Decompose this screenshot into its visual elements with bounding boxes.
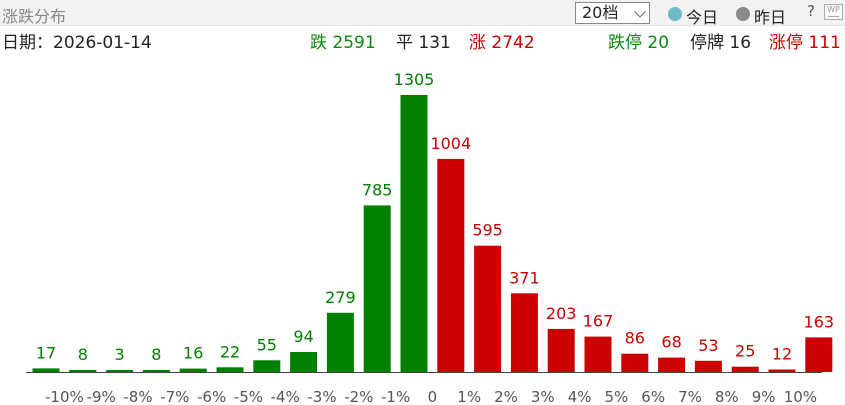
bar[interactable]: [658, 357, 686, 372]
data-label: 1004: [430, 134, 471, 153]
x-tick-label: 5%: [605, 388, 629, 405]
date-label: 日期：2026-01-14: [2, 33, 152, 53]
rise-count: 涨 2742: [469, 33, 535, 53]
suspended-count: 停牌 16: [690, 33, 752, 53]
x-tick-label: -1%: [381, 388, 410, 405]
bar[interactable]: [216, 367, 244, 372]
bar[interactable]: [510, 293, 538, 372]
help-icon[interactable]: ?: [807, 2, 815, 20]
bar[interactable]: [363, 205, 391, 372]
x-tick-label: 6%: [641, 388, 665, 405]
data-label: 53: [698, 336, 718, 355]
radio-today[interactable]: 今日: [668, 4, 726, 27]
x-tick-label: -7%: [160, 388, 189, 405]
bar[interactable]: [69, 370, 97, 372]
data-label: 8: [151, 345, 161, 364]
bar[interactable]: [621, 353, 649, 372]
x-tick-label: -10%: [45, 388, 84, 405]
bar[interactable]: [474, 245, 502, 372]
bar[interactable]: [584, 336, 612, 372]
limit-up-count: 涨停 111: [769, 33, 841, 53]
data-label: 279: [325, 288, 356, 307]
data-label: 203: [546, 304, 577, 323]
data-label: 371: [509, 268, 540, 287]
wp-icon-label: WP: [827, 5, 840, 14]
flat-count: 平 131: [396, 33, 451, 53]
radio-yesterday[interactable]: 昨日: [736, 4, 798, 27]
bar[interactable]: [547, 328, 575, 372]
chart-title: 涨跌分布: [2, 7, 67, 26]
x-tick-label: 4%: [568, 388, 592, 405]
x-tick-label: -4%: [271, 388, 300, 405]
x-tick-label: 2%: [494, 388, 518, 405]
radio-dot-icon: [668, 7, 682, 21]
bar[interactable]: [290, 352, 318, 372]
x-tick-label: 1%: [457, 388, 481, 405]
data-label: 167: [583, 312, 614, 331]
fall-count: 跌 2591: [310, 33, 376, 53]
wp-icon-underline: [828, 16, 839, 17]
data-label: 25: [735, 342, 755, 361]
data-label: 1305: [394, 70, 435, 89]
data-label: 86: [625, 329, 645, 348]
bar[interactable]: [326, 312, 354, 372]
data-label: 8: [78, 345, 88, 364]
data-label: 55: [257, 335, 277, 354]
header-bar: 涨跌分布 20档 今日 昨日 ? WP: [0, 0, 845, 27]
bar[interactable]: [32, 368, 60, 372]
radio-dot-icon: [736, 7, 750, 21]
data-label: 22: [220, 342, 240, 361]
data-label: 16: [183, 344, 203, 363]
x-tick-label: -8%: [123, 388, 152, 405]
bar[interactable]: [400, 95, 428, 372]
x-tick-label: 9%: [752, 388, 776, 405]
data-label: 17: [36, 343, 56, 362]
limit-down-count: 跌停 20: [608, 33, 670, 53]
data-label: 68: [661, 333, 681, 352]
data-label: 12: [772, 345, 792, 364]
bar[interactable]: [106, 370, 134, 372]
x-tick-label: 8%: [715, 388, 739, 405]
bar[interactable]: [142, 370, 170, 372]
range-select[interactable]: 20档: [575, 2, 650, 24]
range-select-value: 20档: [582, 3, 619, 22]
x-tick-label: -6%: [197, 388, 226, 405]
radio-today-label: 今日: [686, 8, 719, 27]
bar[interactable]: [694, 360, 722, 372]
summary-row: 日期：2026-01-14 跌 2591 平 131 涨 2742 跌停 20 …: [0, 28, 845, 53]
x-tick-label: 3%: [531, 388, 555, 405]
bar[interactable]: [437, 158, 465, 372]
bar[interactable]: [179, 368, 207, 372]
bar[interactable]: [768, 369, 796, 373]
data-label: 94: [293, 327, 313, 346]
x-tick-label: -3%: [307, 388, 336, 405]
data-label: 163: [804, 312, 835, 331]
wp-icon[interactable]: WP: [824, 4, 843, 20]
x-tick-label: -9%: [87, 388, 116, 405]
x-tick-label: 7%: [678, 388, 702, 405]
data-label: 3: [115, 345, 125, 364]
data-label: 785: [362, 180, 393, 199]
bar[interactable]: [805, 337, 833, 372]
bar[interactable]: [253, 360, 281, 372]
x-tick-label: -5%: [234, 388, 263, 405]
data-label: 595: [472, 221, 503, 240]
x-tick-label: 0: [428, 388, 438, 405]
radio-yesterday-label: 昨日: [754, 8, 787, 27]
x-tick-label: -2%: [344, 388, 373, 405]
x-tick-label: 10%: [784, 388, 817, 405]
bar[interactable]: [731, 366, 759, 372]
